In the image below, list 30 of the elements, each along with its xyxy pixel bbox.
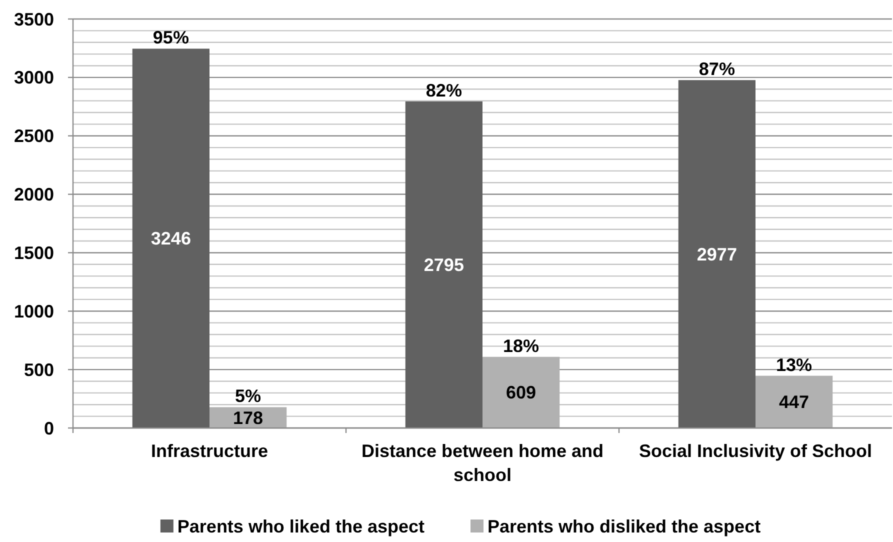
bar — [756, 376, 833, 428]
y-tick-label: 1000 — [14, 301, 54, 322]
data-label: 3246 — [150, 228, 191, 249]
data-label: 609 — [506, 382, 536, 403]
x-tick-label: Social Inclusivity of School — [638, 441, 872, 461]
y-tick-label: 2500 — [14, 126, 54, 146]
bar — [132, 48, 210, 428]
y-tick-label: 3500 — [14, 9, 54, 30]
data-label: 447 — [779, 392, 810, 412]
y-tick-label: 2000 — [14, 184, 54, 205]
annotation: 5% — [235, 386, 262, 406]
y-tick-label: 3000 — [14, 68, 54, 88]
y-tick-label: 0 — [44, 418, 54, 438]
data-label: 2977 — [696, 244, 737, 264]
legend-label: Parents who disliked the aspect — [487, 516, 761, 536]
bar — [482, 356, 560, 428]
data-label: 2795 — [424, 254, 464, 275]
x-tick-label: Infrastructure — [150, 441, 268, 461]
data-label: 178 — [233, 408, 264, 428]
annotation: 18% — [503, 336, 540, 356]
y-tick-label: 1500 — [14, 243, 54, 264]
y-tick-label: 500 — [24, 360, 54, 380]
annotation: 82% — [426, 80, 462, 100]
annotation: 95% — [152, 28, 189, 48]
x-tick-label: Distance between home and school — [361, 441, 604, 485]
legend-label: Parents who liked the aspect — [177, 516, 424, 536]
bar — [405, 101, 482, 428]
annotation: 13% — [776, 354, 812, 375]
annotation: 87% — [698, 59, 735, 80]
bar — [678, 80, 756, 428]
